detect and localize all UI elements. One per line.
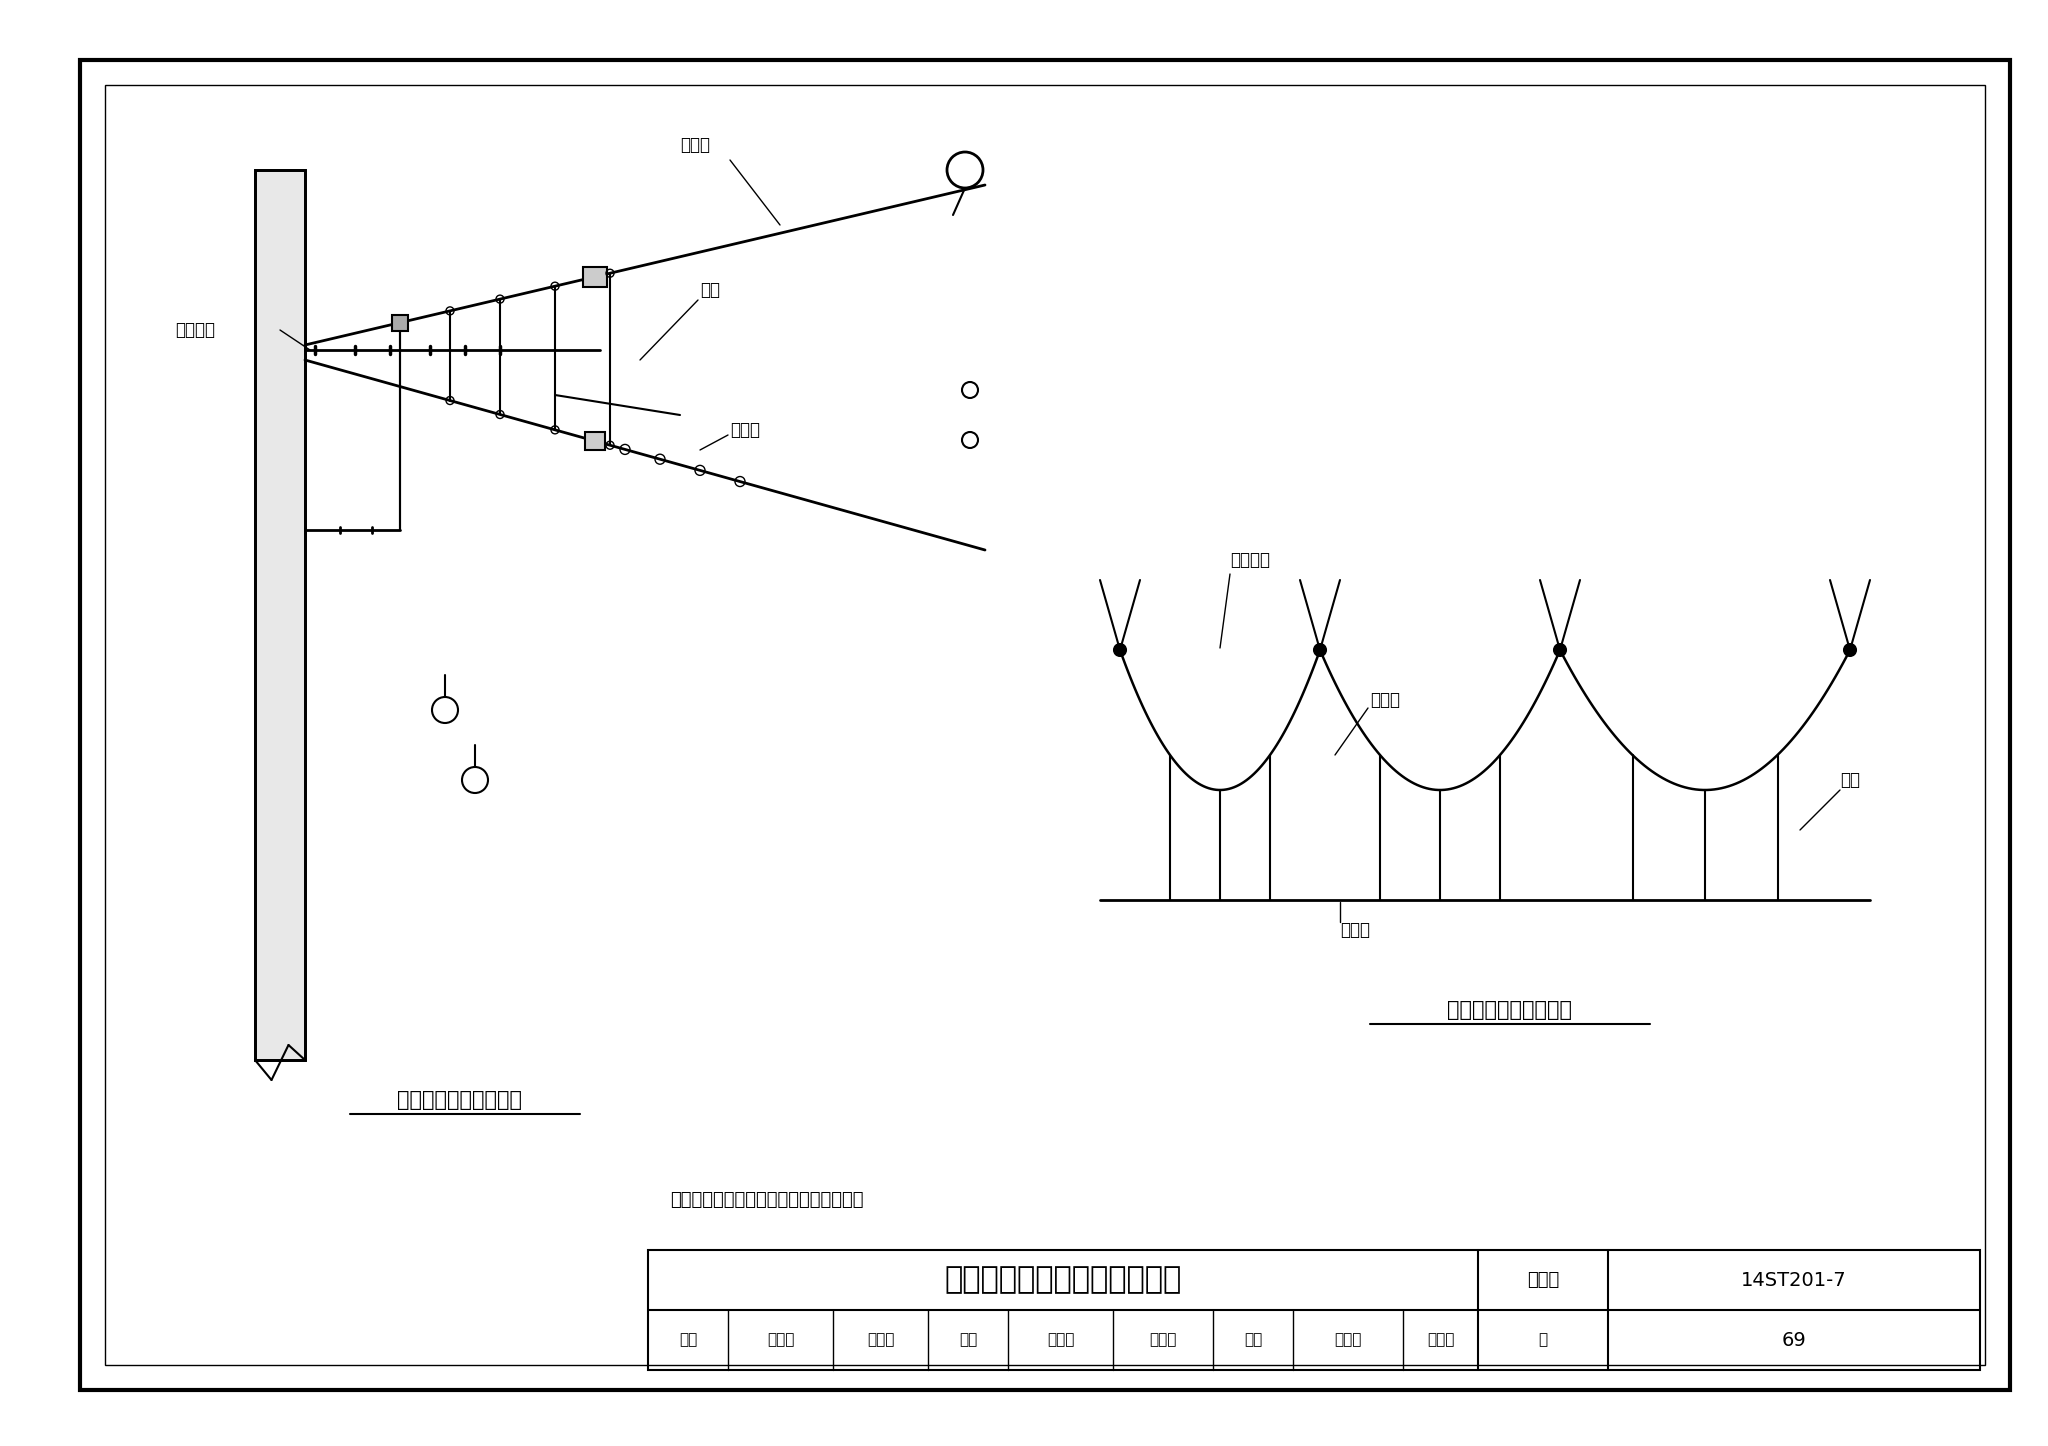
Circle shape bbox=[1315, 643, 1325, 656]
Text: 审核: 审核 bbox=[678, 1333, 696, 1348]
Text: 简单链型悬挂侧立面图: 简单链型悬挂侧立面图 bbox=[397, 1090, 522, 1111]
Text: 柔性悬挂简单链型悬挂安装图: 柔性悬挂简单链型悬挂安装图 bbox=[944, 1265, 1182, 1294]
Text: 注：简单链型悬挂跨距应符合设计要求。: 注：简单链型悬挂跨距应符合设计要求。 bbox=[670, 1192, 864, 1209]
Text: 葛义飞: 葛义飞 bbox=[766, 1333, 795, 1348]
Text: 张达之: 张达之 bbox=[1427, 1333, 1454, 1348]
Bar bbox=[256, 171, 305, 1060]
Bar bbox=[586, 432, 604, 450]
Text: 简单链型悬挂正立面图: 简单链型悬挂正立面图 bbox=[1448, 1001, 1573, 1019]
Text: 蔡志刚: 蔡志刚 bbox=[1047, 1333, 1075, 1348]
Text: 定位装置: 定位装置 bbox=[1231, 551, 1270, 568]
Text: 接触线: 接触线 bbox=[729, 421, 760, 440]
Bar bbox=[391, 315, 408, 331]
Text: 承力索: 承力索 bbox=[1370, 691, 1401, 709]
Circle shape bbox=[1554, 643, 1567, 656]
Text: 蔡志刚: 蔡志刚 bbox=[1149, 1333, 1178, 1348]
Text: 69: 69 bbox=[1782, 1330, 1806, 1349]
Text: 设计: 设计 bbox=[1243, 1333, 1262, 1348]
Text: 接触线: 接触线 bbox=[1339, 921, 1370, 938]
Bar bbox=[584, 266, 606, 286]
Text: 高玉石: 高玉石 bbox=[866, 1333, 895, 1348]
Text: 吊弦: 吊弦 bbox=[1839, 771, 1860, 790]
Text: 图集号: 图集号 bbox=[1528, 1271, 1559, 1288]
Text: 校对: 校对 bbox=[958, 1333, 977, 1348]
Bar bbox=[647, 1249, 1980, 1369]
Circle shape bbox=[1843, 643, 1855, 656]
Bar bbox=[256, 171, 305, 1060]
Text: 页: 页 bbox=[1538, 1333, 1548, 1348]
Circle shape bbox=[1114, 643, 1126, 656]
Text: 承力索: 承力索 bbox=[680, 136, 711, 155]
Bar bbox=[104, 85, 1985, 1365]
Text: 14ST201-7: 14ST201-7 bbox=[1741, 1271, 1847, 1290]
Text: 张凌元: 张凌元 bbox=[1335, 1333, 1362, 1348]
Text: 吊弦: 吊弦 bbox=[700, 281, 721, 299]
Text: 定位装置: 定位装置 bbox=[174, 321, 215, 338]
